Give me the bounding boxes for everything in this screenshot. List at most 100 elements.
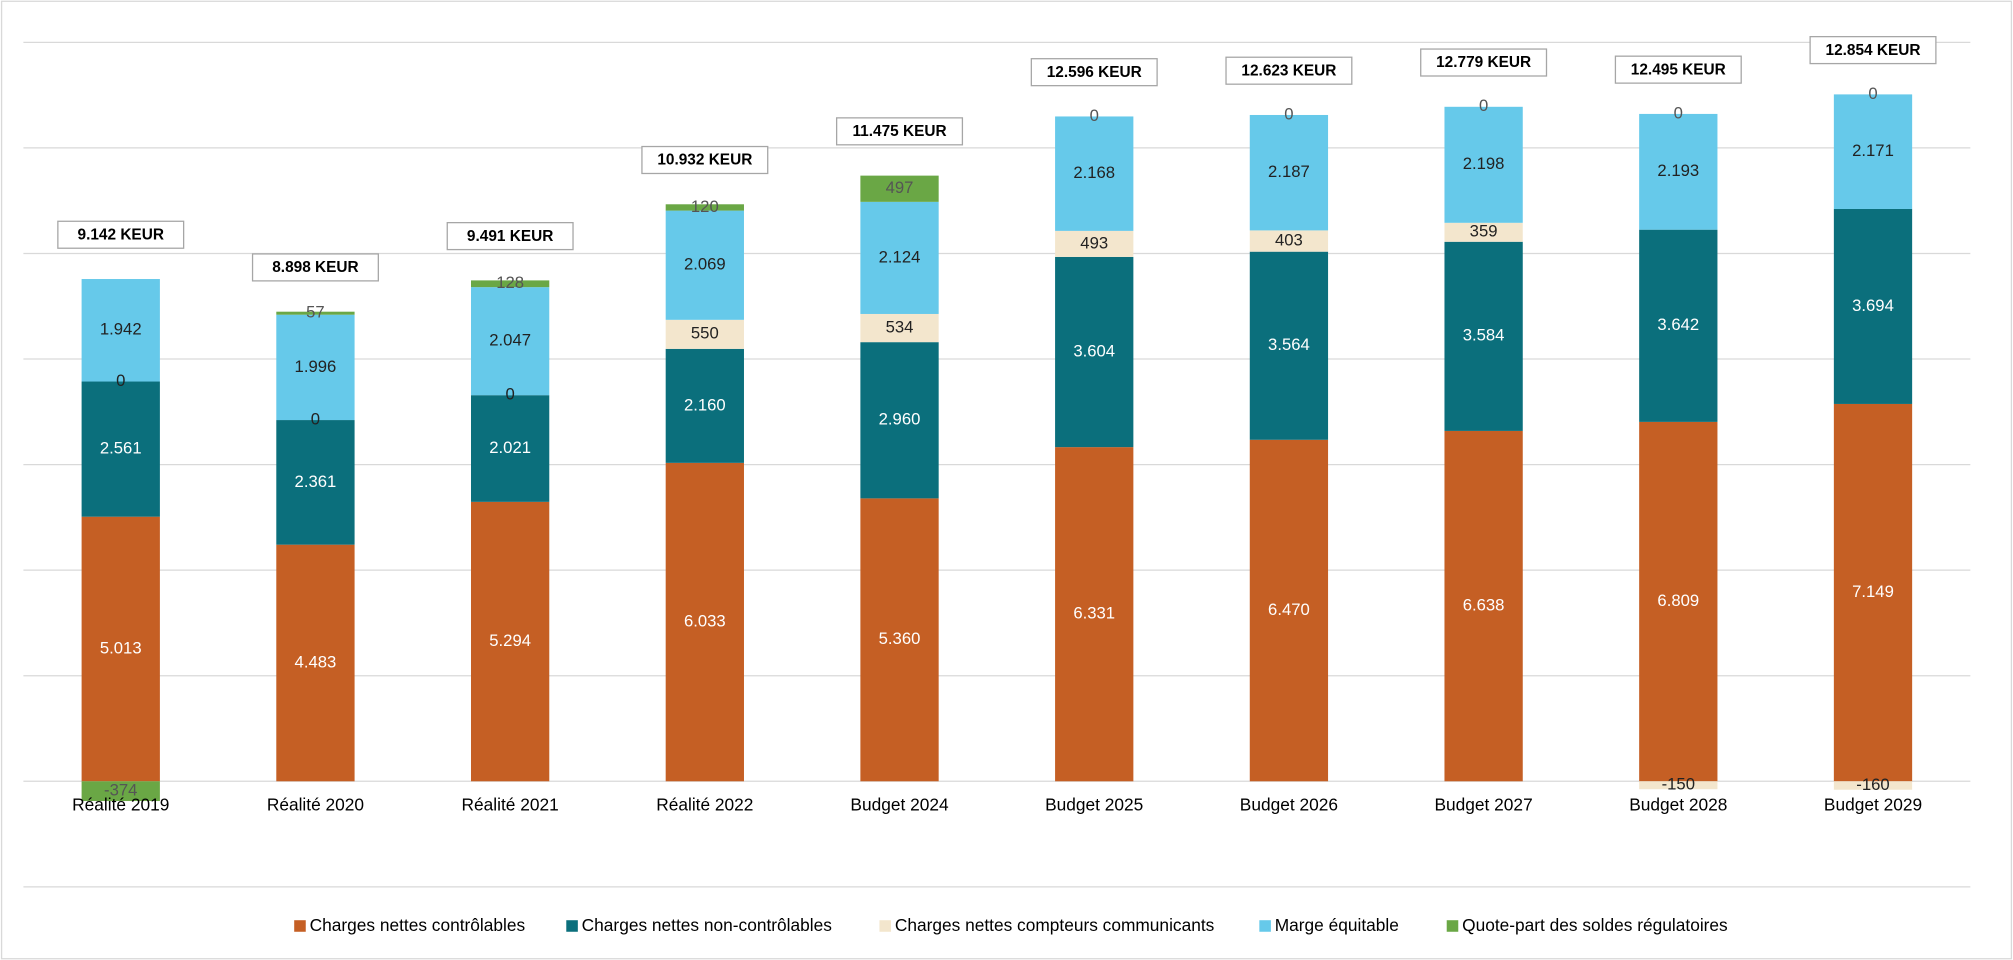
total-box — [835, 117, 964, 146]
bar-segment — [1833, 403, 1913, 782]
total-label: 12.854 KEUR — [1826, 42, 1921, 59]
x-tick-label: Réalité 2022 — [656, 795, 753, 815]
legend-label: Charges nettes contrôlables — [310, 915, 526, 935]
total-label: 12.495 KEUR — [1631, 61, 1726, 78]
bar-segment — [1249, 230, 1329, 252]
bar-segment — [1639, 113, 1718, 230]
bar-segment — [665, 210, 744, 320]
value-label: 2.198 — [1463, 154, 1505, 173]
value-label: 3.694 — [1852, 296, 1894, 315]
value-label: 5.013 — [100, 638, 142, 657]
x-tick-label: Budget 2026 — [1240, 795, 1338, 815]
value-label: 0 — [1674, 103, 1683, 122]
bar-segment — [276, 544, 355, 782]
value-label: 0 — [1868, 84, 1877, 103]
value-label: 6.033 — [684, 611, 726, 630]
x-tick-label: Budget 2025 — [1045, 795, 1143, 815]
bar-segment — [470, 395, 550, 502]
total-box — [1614, 55, 1742, 84]
value-label: 3.584 — [1463, 326, 1505, 345]
value-label: 0 — [311, 409, 320, 428]
bar-segment — [1055, 256, 1134, 448]
value-label: 6.809 — [1657, 591, 1699, 610]
bar-segment — [665, 348, 744, 463]
x-tick-label: Réalité 2020 — [267, 795, 364, 815]
total-box — [1225, 56, 1353, 85]
total-box — [641, 145, 769, 175]
value-label: 550 — [691, 324, 719, 343]
total-label: 8.898 KEUR — [272, 259, 358, 276]
bar-segment — [860, 342, 939, 499]
total-label: 12.779 KEUR — [1436, 54, 1531, 71]
value-label: -160 — [1856, 775, 1889, 794]
legend-swatch — [294, 920, 306, 932]
legend-label: Quote-part des soldes régulatoires — [1462, 915, 1728, 935]
bar-segment — [81, 381, 160, 517]
bar-segment — [81, 516, 160, 782]
value-label: 128 — [496, 273, 524, 292]
bar-segment — [665, 204, 744, 211]
value-label: 7.149 — [1852, 582, 1894, 601]
legend-swatch — [1259, 920, 1271, 932]
value-label: -374 — [104, 781, 137, 800]
value-label: 2.124 — [879, 247, 921, 266]
bar-segment — [1444, 106, 1523, 223]
bar-segment — [470, 501, 550, 782]
total-label: 9.491 KEUR — [467, 228, 553, 245]
bar-segment — [860, 175, 939, 202]
bar-segment — [81, 781, 160, 802]
value-label: 0 — [505, 385, 514, 404]
bar-segment — [860, 201, 939, 314]
value-label: 4.483 — [295, 652, 337, 671]
value-label: 2.168 — [1073, 163, 1115, 182]
legend-label: Charges nettes compteurs communicants — [895, 915, 1215, 935]
value-label: 5.294 — [489, 631, 531, 650]
value-label: 497 — [886, 178, 914, 197]
value-label: 57 — [306, 303, 325, 322]
bar-segment — [860, 498, 939, 782]
x-tick-label: Budget 2027 — [1435, 795, 1533, 815]
value-label: 2.171 — [1852, 141, 1894, 160]
value-label: 120 — [691, 197, 719, 216]
value-label: 6.470 — [1268, 600, 1310, 619]
bar-segment — [470, 287, 550, 396]
value-label: 0 — [1090, 106, 1099, 125]
bar-segment — [1639, 421, 1718, 782]
value-label: 3.564 — [1268, 335, 1310, 354]
bar-segment — [1639, 229, 1718, 422]
value-label: 2.561 — [100, 439, 142, 458]
total-box — [57, 220, 185, 249]
bar-segment — [1833, 208, 1913, 404]
value-label: 2.193 — [1657, 161, 1699, 180]
bar-segment — [81, 279, 160, 382]
value-label: 493 — [1080, 233, 1108, 252]
total-label: 12.596 KEUR — [1047, 64, 1142, 81]
value-label: 0 — [1284, 104, 1293, 123]
value-label: 534 — [886, 317, 914, 336]
value-label: 1.942 — [100, 320, 142, 339]
bar-segment — [860, 313, 939, 343]
value-label: 2.160 — [684, 395, 726, 414]
value-label: 2.069 — [684, 255, 726, 274]
bar-segment — [1055, 230, 1134, 257]
value-label: 2.047 — [489, 331, 531, 350]
bar-segment — [1639, 781, 1718, 790]
total-box — [1030, 58, 1158, 87]
total-label: 12.623 KEUR — [1241, 62, 1336, 79]
value-label: 403 — [1275, 230, 1303, 249]
bar-segment — [1833, 94, 1913, 209]
total-label: 10.932 KEUR — [657, 152, 752, 169]
x-tick-label: Budget 2028 — [1629, 795, 1727, 815]
bar-segment — [1249, 251, 1329, 440]
value-label: 2.021 — [489, 438, 531, 457]
total-box — [1420, 48, 1548, 77]
total-label: 9.142 KEUR — [78, 226, 164, 243]
legend-swatch — [566, 920, 578, 932]
bar-segment — [1055, 447, 1134, 782]
x-tick-label: Réalité 2019 — [72, 795, 169, 815]
bar-segment — [1249, 114, 1329, 231]
bar-segment — [665, 319, 744, 349]
bar-segment — [665, 462, 744, 782]
total-box — [446, 221, 574, 251]
